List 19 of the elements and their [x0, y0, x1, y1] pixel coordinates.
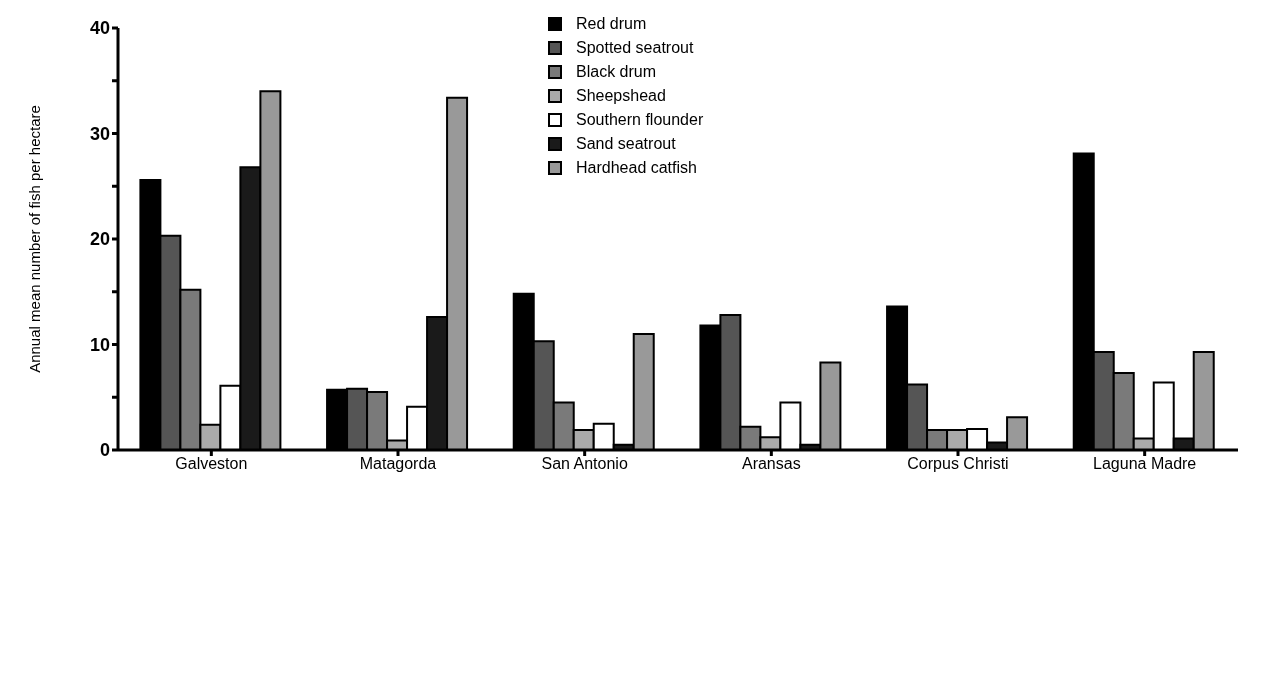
x-tick-label: Laguna Madre — [1093, 455, 1197, 473]
legend-label: Southern flounder — [576, 111, 704, 129]
legend-label: Sheepshead — [576, 87, 666, 105]
legend-label: Hardhead catfish — [576, 159, 697, 177]
y-tick-label: 20 — [89, 229, 110, 250]
y-tick-label: 0 — [99, 440, 110, 461]
x-tick-label: Galveston — [175, 455, 248, 473]
x-tick-label: Matagorda — [359, 455, 437, 473]
y-tick-label: 10 — [89, 334, 110, 355]
x-tick-label: San Antonio — [541, 455, 628, 473]
legend-label: Black drum — [576, 63, 657, 81]
legend-label: Red drum — [576, 15, 647, 33]
legend-label: Spotted seatrout — [576, 39, 694, 57]
y-axis-title: Annual mean number of fish per hectare — [26, 105, 44, 373]
y-tick-label: 30 — [89, 123, 110, 144]
x-tick-label: Corpus Christi — [907, 455, 1009, 473]
x-tick-label: Aransas — [741, 455, 801, 473]
legend-label: Sand seatrout — [576, 135, 676, 153]
y-tick-label: 40 — [89, 18, 110, 39]
